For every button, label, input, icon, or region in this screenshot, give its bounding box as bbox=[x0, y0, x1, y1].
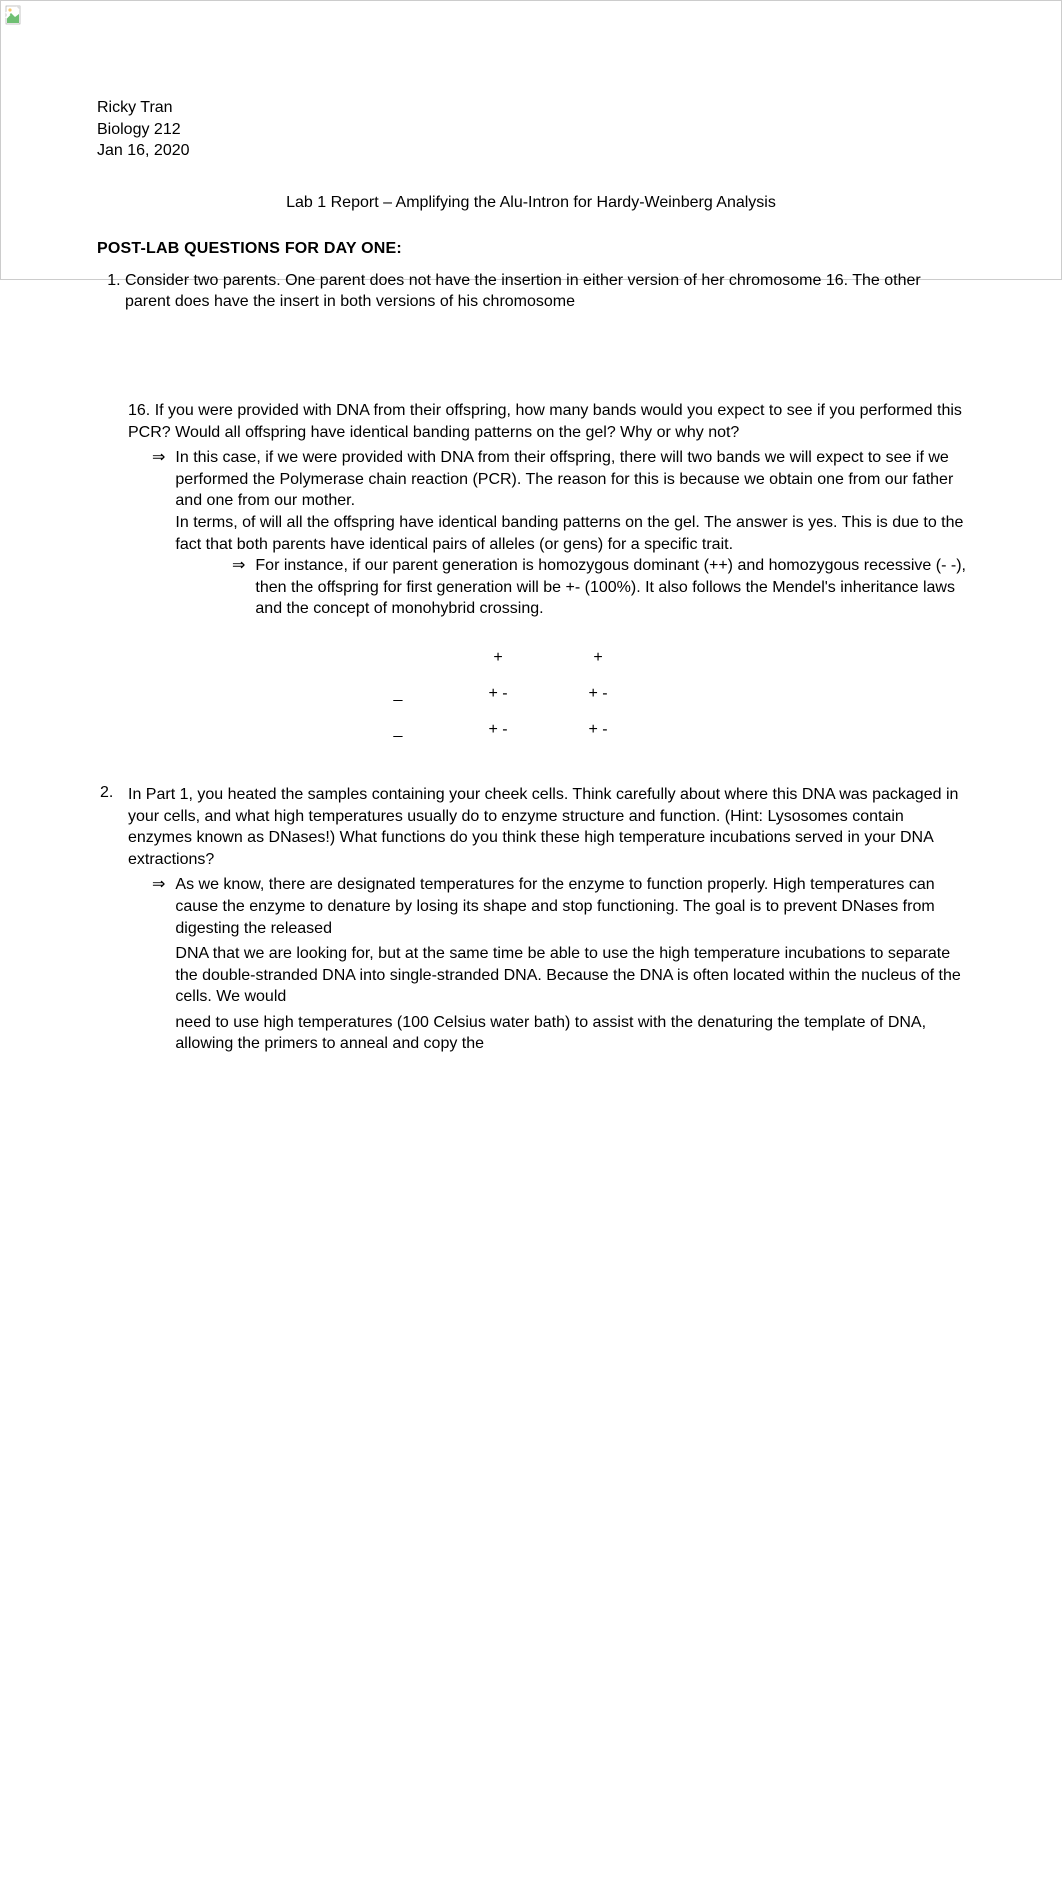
q2-answer-bullet: ⇒ As we know, there are designated tempe… bbox=[128, 874, 966, 1059]
punnett-corner bbox=[348, 640, 448, 676]
question-list: Consider two parents. One parent does no… bbox=[97, 270, 965, 313]
punnett-cell: + - bbox=[548, 676, 648, 712]
punnett-square: + + _ + - + - _ + - + - bbox=[348, 640, 648, 748]
document-title: Lab 1 Report – Amplifying the Alu-Intron… bbox=[97, 194, 965, 212]
punnett-cell: + - bbox=[548, 712, 648, 748]
q1-answer-subbullet: ⇒ For instance, if our parent generation… bbox=[128, 555, 966, 620]
q2-answer-p1: As we know, there are designated tempera… bbox=[175, 874, 966, 939]
question-1-text-continued: 16. If you were provided with DNA from t… bbox=[128, 400, 966, 443]
course-name: Biology 212 bbox=[97, 119, 965, 141]
q2-answer-p3: need to use high temperatures (100 Celsi… bbox=[175, 1012, 966, 1055]
question-2-item: 2. In Part 1, you heated the samples con… bbox=[100, 784, 966, 1059]
q1-answer-p2: In terms, of will all the offspring have… bbox=[175, 512, 966, 555]
punnett-cell: + - bbox=[448, 676, 548, 712]
table-row: + + bbox=[348, 640, 648, 676]
punnett-col-header: + bbox=[448, 640, 548, 676]
punnett-col-header: + bbox=[548, 640, 648, 676]
q1-answer-sub: For instance, if our parent generation i… bbox=[255, 555, 966, 620]
q1-answer-bullet-2: ⇒ In terms, of will all the offspring ha… bbox=[128, 512, 966, 555]
punnett-cell: + - bbox=[448, 712, 548, 748]
question-2-text: In Part 1, you heated the samples contai… bbox=[128, 784, 966, 870]
question-1-text-top: Consider two parents. One parent does no… bbox=[125, 270, 965, 313]
page-1-content: Ricky Tran Biology 212 Jan 16, 2020 Lab … bbox=[1, 1, 1061, 357]
page-1-frame: Ricky Tran Biology 212 Jan 16, 2020 Lab … bbox=[0, 0, 1062, 280]
q2-answer-p2: DNA that we are looking for, but at the … bbox=[175, 943, 966, 1008]
author-name: Ricky Tran bbox=[97, 97, 965, 119]
arrow-icon: ⇒ bbox=[232, 555, 255, 620]
table-row: _ + - + - bbox=[348, 712, 648, 748]
punnett-row-header: _ bbox=[348, 676, 448, 712]
question-1-item: Consider two parents. One parent does no… bbox=[125, 270, 965, 313]
document-header: Ricky Tran Biology 212 Jan 16, 2020 bbox=[97, 97, 965, 162]
q1-answer-p1: In this case, if we were provided with D… bbox=[175, 447, 966, 512]
arrow-icon: ⇒ bbox=[152, 447, 175, 512]
document-date: Jan 16, 2020 bbox=[97, 140, 965, 162]
question-2-number: 2. bbox=[100, 784, 128, 1059]
section-heading: POST-LAB QUESTIONS FOR DAY ONE: bbox=[97, 240, 965, 258]
page-2-content: 16. If you were provided with DNA from t… bbox=[0, 400, 1062, 1119]
punnett-row-header: _ bbox=[348, 712, 448, 748]
broken-image-icon bbox=[5, 5, 25, 25]
table-row: _ + - + - bbox=[348, 676, 648, 712]
arrow-icon: ⇒ bbox=[152, 874, 175, 1059]
q1-answer-bullet-1: ⇒ In this case, if we were provided with… bbox=[128, 447, 966, 512]
